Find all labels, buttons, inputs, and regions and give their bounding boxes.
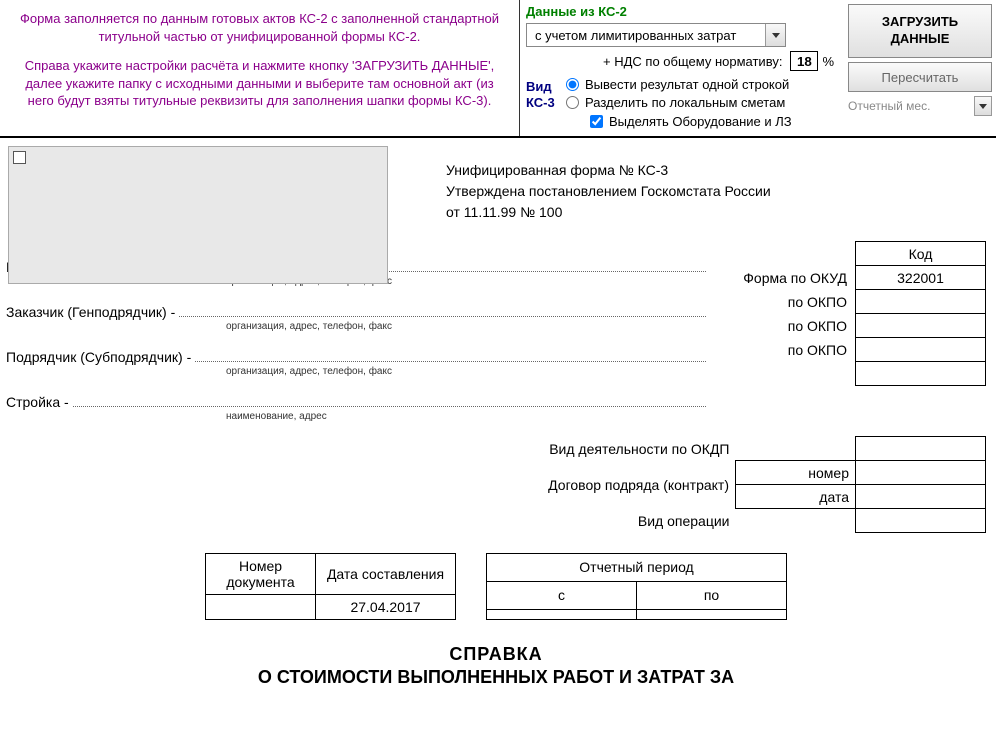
settings-title: Данные из КС-2 bbox=[526, 4, 838, 19]
okdp-value[interactable] bbox=[856, 437, 986, 461]
dropdown-arrow-icon[interactable] bbox=[765, 24, 785, 46]
period-to-value[interactable] bbox=[637, 609, 787, 619]
okpo-label-3: по ОКПО bbox=[737, 338, 855, 362]
checkbox-equipment-input[interactable] bbox=[590, 115, 603, 128]
building-label: Стройка - bbox=[6, 394, 69, 410]
okpo-value-1[interactable] bbox=[856, 290, 986, 314]
building-hint: наименование, адрес bbox=[226, 411, 706, 422]
customer-hint: организация, адрес, телефон, факс bbox=[226, 321, 706, 332]
placeholder-checkbox[interactable] bbox=[13, 151, 26, 164]
okpo-label-2: по ОКПО bbox=[737, 314, 855, 338]
doc-date-value[interactable]: 27.04.2017 bbox=[316, 595, 456, 620]
doc-num-header: Номер документа bbox=[206, 554, 316, 595]
operation-label: Вид операции bbox=[542, 509, 735, 533]
title-line-1: СПРАВКА bbox=[6, 644, 986, 665]
contractor-hint: организация, адрес, телефон, факс bbox=[226, 366, 706, 377]
okpo-value-2[interactable] bbox=[856, 314, 986, 338]
contract-number-value[interactable] bbox=[856, 461, 986, 485]
building-code[interactable] bbox=[856, 362, 986, 386]
period-to-label: по bbox=[637, 581, 787, 609]
period-from-value[interactable] bbox=[487, 609, 637, 619]
contractor-field[interactable] bbox=[195, 346, 706, 362]
radio-split-estimates-input[interactable] bbox=[566, 96, 579, 109]
image-placeholder bbox=[8, 146, 388, 284]
instructions-panel: Форма заполняется по данным готовых акто… bbox=[0, 0, 520, 136]
settings-panel: Данные из КС-2 с учетом лимитированных з… bbox=[520, 0, 844, 136]
form-header: Унифицированная форма № КС-3 Утверждена … bbox=[446, 160, 986, 223]
okud-value[interactable]: 322001 bbox=[856, 266, 986, 290]
contract-date-value[interactable] bbox=[856, 485, 986, 509]
form-header-l1: Унифицированная форма № КС-3 bbox=[446, 160, 986, 181]
instruction-p2: Справа укажите настройки расчёта и нажми… bbox=[12, 57, 507, 110]
doc-num-value[interactable] bbox=[206, 595, 316, 620]
form-area: Унифицированная форма № КС-3 Утверждена … bbox=[0, 138, 996, 698]
doc-date-header: Дата составления bbox=[316, 554, 456, 595]
codes-table: Код Форма по ОКУД322001 по ОКПО по ОКПО … bbox=[737, 241, 986, 386]
nds-unit: % bbox=[822, 54, 834, 69]
form-header-l3: от 11.11.99 № 100 bbox=[446, 202, 986, 223]
contract-number-label: номер bbox=[736, 461, 856, 485]
period-table: Отчетный период спо bbox=[486, 553, 787, 620]
radio-single-line-input[interactable] bbox=[566, 78, 579, 91]
title-line-2: О СТОИМОСТИ ВЫПОЛНЕННЫХ РАБОТ И ЗАТРАТ З… bbox=[6, 667, 986, 688]
cost-mode-dropdown[interactable]: с учетом лимитированных затрат bbox=[526, 23, 786, 47]
buttons-column: ЗАГРУЗИТЬ ДАННЫЕ Пересчитать Отчетный ме… bbox=[844, 0, 996, 136]
instruction-p1: Форма заполняется по данным готовых акто… bbox=[12, 10, 507, 45]
nds-label: + НДС по общему нормативу: bbox=[603, 54, 782, 69]
recalculate-button[interactable]: Пересчитать bbox=[848, 62, 992, 92]
contract-table: Вид деятельности по ОКДП Договор подряда… bbox=[542, 436, 986, 533]
document-title: СПРАВКА О СТОИМОСТИ ВЫПОЛНЕННЫХ РАБОТ И … bbox=[6, 644, 986, 688]
okud-label: Форма по ОКУД bbox=[737, 266, 855, 290]
checkbox-equipment[interactable]: Выделять Оборудование и ЛЗ bbox=[590, 114, 838, 129]
okdp-label: Вид деятельности по ОКДП bbox=[542, 437, 735, 461]
customer-label: Заказчик (Генподрядчик) - bbox=[6, 304, 175, 320]
contractor-label: Подрядчик (Субподрядчик) - bbox=[6, 349, 191, 365]
code-header: Код bbox=[856, 242, 986, 266]
customer-field[interactable] bbox=[179, 301, 706, 317]
vid-ks3-label: Вид КС-3 bbox=[526, 79, 566, 132]
okpo-label-1: по ОКПО bbox=[737, 290, 855, 314]
report-month-dropdown[interactable] bbox=[974, 96, 992, 116]
radio-split-estimates[interactable]: Разделить по локальным сметам bbox=[566, 95, 838, 110]
cost-mode-value: с учетом лимитированных затрат bbox=[527, 28, 765, 43]
doc-number-table: Номер документаДата составления 27.04.20… bbox=[205, 553, 456, 620]
radio-single-line[interactable]: Вывести результат одной строкой bbox=[566, 77, 838, 92]
contract-date-label: дата bbox=[736, 485, 856, 509]
form-header-l2: Утверждена постановлением Госкомстата Ро… bbox=[446, 181, 986, 202]
period-header: Отчетный период bbox=[487, 554, 787, 582]
report-month-label: Отчетный мес. bbox=[848, 99, 974, 113]
contract-label: Договор подряда (контракт) bbox=[542, 461, 735, 509]
load-data-button[interactable]: ЗАГРУЗИТЬ ДАННЫЕ bbox=[848, 4, 992, 58]
building-field[interactable] bbox=[73, 391, 706, 407]
period-from-label: с bbox=[487, 581, 637, 609]
operation-value[interactable] bbox=[856, 509, 986, 533]
nds-input[interactable] bbox=[790, 51, 818, 71]
okpo-value-3[interactable] bbox=[856, 338, 986, 362]
